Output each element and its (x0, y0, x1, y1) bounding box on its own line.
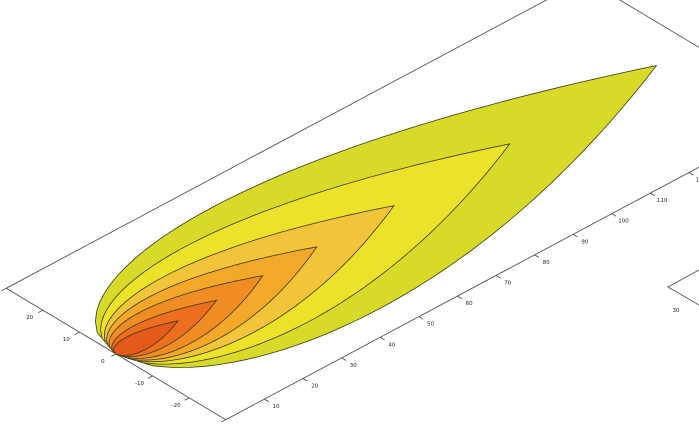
x-tick-label: 60 (466, 301, 473, 307)
y-tick (147, 375, 153, 379)
contour-level-7 (113, 320, 179, 356)
x-tick-label: 80 (543, 260, 550, 266)
x-tick (611, 213, 617, 217)
y-tick (37, 309, 43, 314)
x-tick-label: 30 (350, 363, 357, 369)
x-tick (650, 192, 655, 197)
x-tick-label: 70 (504, 281, 511, 287)
x-tick (264, 398, 269, 403)
x-tick-label: 100 (618, 219, 629, 225)
x-tick (418, 316, 424, 320)
y-tick (1, 287, 7, 292)
y-tick (184, 397, 190, 401)
x-tick-label: 120 (695, 178, 699, 184)
y-tick-label: -10 (135, 381, 144, 387)
x-tick-label: 20 (311, 384, 318, 390)
x-tick (379, 336, 385, 341)
partial-plot-frame (667, 269, 699, 306)
x-tick-label: 50 (427, 322, 434, 328)
contour-layer (94, 64, 658, 368)
y-tick-label: -20 (172, 403, 181, 409)
x-tick (572, 233, 578, 238)
x-axis: 102030405060708090100110120130140 (264, 172, 699, 410)
y-tick (111, 353, 117, 357)
partial-tick-label: 30 (673, 308, 680, 314)
x-tick-label: 40 (388, 342, 395, 348)
x-tick (341, 357, 347, 361)
x-tick-label: 110 (657, 198, 668, 204)
y-tick-label: 20 (26, 315, 33, 321)
x-tick (495, 275, 501, 279)
x-tick-label: 10 (273, 404, 280, 410)
x-tick-label: 90 (581, 239, 588, 245)
y-tick-label: 0 (101, 359, 105, 365)
x-tick (457, 295, 462, 300)
x-tick (534, 254, 540, 258)
y-tick-label: 10 (63, 337, 70, 343)
partial-second-chart: 30 (667, 269, 699, 314)
x-tick (302, 378, 308, 382)
y-tick (220, 419, 226, 423)
x-tick (688, 172, 694, 176)
y-tick (74, 331, 80, 335)
